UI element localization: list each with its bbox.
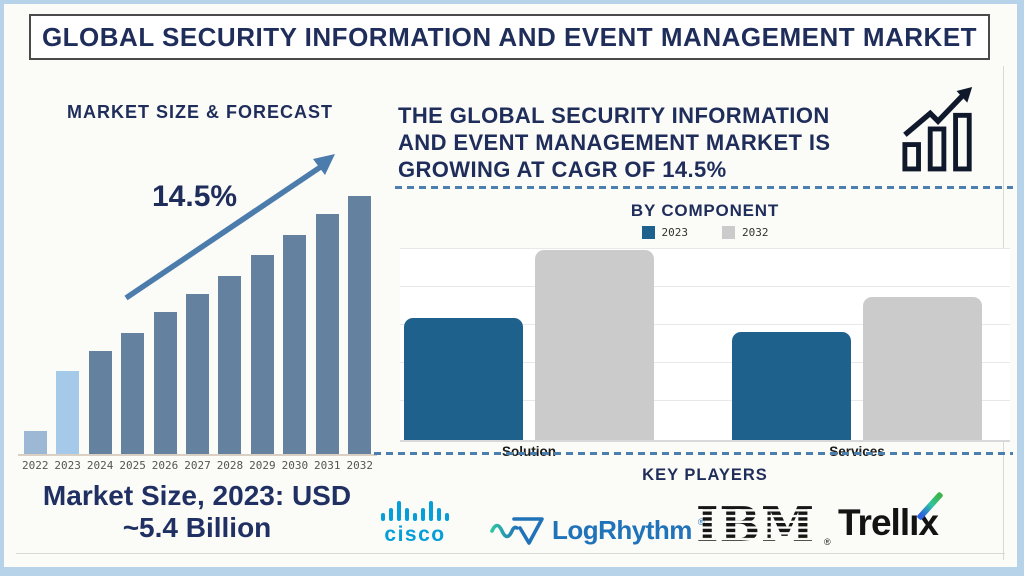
- cisco-signal-icon: [374, 501, 456, 521]
- component-group-services: [732, 297, 982, 440]
- component-chart: [400, 248, 1010, 442]
- forecast-bar-2031: [315, 214, 339, 454]
- forecast-bar-2028: [218, 276, 242, 454]
- component-bar-solution-2023: [404, 318, 523, 440]
- forecast-col: [84, 351, 116, 454]
- trellix-logo: Trellıx: [838, 491, 944, 544]
- forecast-bars: [18, 194, 377, 456]
- forecast-col: [344, 196, 376, 454]
- gridline: [400, 248, 1010, 249]
- separator-dashed-top: [395, 186, 1013, 189]
- forecast-col: [19, 431, 51, 454]
- forecast-year-label: 2024: [86, 459, 114, 472]
- forecast-year-label: 2032: [346, 459, 374, 472]
- ibm-logo-text: IBM: [696, 500, 815, 548]
- component-category-label: Solution: [404, 444, 654, 459]
- trend-arrow-icon: [124, 154, 335, 301]
- forecast-bar-2029: [250, 255, 274, 454]
- logrhythm-reg-mark: ®: [697, 517, 705, 527]
- forecast-bar-2032: [348, 196, 372, 454]
- component-legend: 2023 2032: [400, 226, 1010, 239]
- separator-dashed-bottom: [374, 452, 1013, 455]
- forecast-year-label: 2027: [184, 459, 211, 472]
- component-group-solution: [404, 250, 654, 440]
- forecast-year-label: 2025: [119, 459, 146, 472]
- gridline: [400, 286, 1010, 287]
- logrhythm-wave-icon: [490, 517, 544, 545]
- forecast-year-label: 2030: [281, 459, 309, 472]
- forecast-year-label: 2026: [151, 459, 179, 472]
- forecast-col: [311, 214, 343, 454]
- ibm-logo: IBM ®: [696, 500, 831, 548]
- cagr-headline: THE GLOBAL SECURITY INFORMATION AND EVEN…: [398, 103, 831, 183]
- panel-edge-bottom: [16, 553, 1005, 554]
- legend-swatch: [641, 226, 655, 239]
- logrhythm-logo-text: LogRhythm: [552, 514, 692, 545]
- forecast-col: [116, 333, 148, 454]
- cisco-logo: cisco: [374, 501, 456, 547]
- component-bar-services-2023: [732, 332, 851, 440]
- component-category-label: Services: [732, 444, 982, 459]
- forecast-bar-2024: [88, 351, 112, 454]
- ibm-reg-mark: ®: [824, 537, 831, 547]
- forecast-col: [149, 312, 181, 454]
- component-cat-labels: Solution Services: [400, 444, 1010, 460]
- page-title: GLOBAL SECURITY INFORMATION AND EVENT MA…: [41, 21, 978, 52]
- growth-chart-icon: [902, 87, 973, 172]
- forecast-bar-2026: [153, 312, 177, 454]
- market-size-caption: Market Size, 2023: USD ~5.4 Billion: [42, 480, 352, 544]
- forecast-years: 2022 2023 2024 2025 2026 2027 2028 2029 2030 2031…: [18, 459, 377, 472]
- component-bar-services-2032: [863, 297, 982, 440]
- forecast-heading: MARKET SIZE & FORECAST: [66, 102, 333, 122]
- forecast-bar-2025: [121, 333, 145, 454]
- forecast-year-label: 2031: [314, 459, 341, 472]
- forecast-bar-2030: [283, 235, 307, 454]
- legend-label: 2032: [742, 226, 769, 239]
- key-players-title: KEY PLAYERS: [642, 466, 768, 484]
- forecast-col: [279, 235, 311, 454]
- gridline: [400, 362, 1010, 363]
- gridline: [400, 324, 1010, 325]
- by-component-title: BY COMPONENT: [630, 201, 780, 220]
- forecast-year-label: 2022: [21, 459, 49, 472]
- forecast-year-label: 2029: [249, 459, 276, 472]
- forecast-col: [181, 294, 213, 454]
- logrhythm-logo: LogRhythm ®: [490, 512, 705, 548]
- forecast-bar-2023: [56, 371, 80, 454]
- forecast-year-label: 2023: [54, 459, 81, 472]
- legend-item-2032: 2032: [722, 226, 769, 239]
- legend-label: 2023: [661, 226, 689, 239]
- page-title-box: GLOBAL SECURITY INFORMATION AND EVENT MA…: [29, 14, 990, 60]
- forecast-bar-2027: [185, 294, 209, 454]
- cagr-growth-label: 14.5%: [152, 180, 238, 213]
- legend-item-2023: 2023: [641, 226, 689, 239]
- forecast-col: [51, 371, 83, 454]
- component-bar-solution-2032: [535, 250, 654, 440]
- gridline: [400, 400, 1010, 401]
- cisco-logo-text: cisco: [384, 523, 446, 546]
- legend-swatch: [722, 226, 735, 239]
- forecast-year-label: 2028: [216, 459, 244, 472]
- forecast-bar-2022: [23, 431, 47, 454]
- forecast-col: [214, 276, 246, 454]
- forecast-col: [246, 255, 278, 454]
